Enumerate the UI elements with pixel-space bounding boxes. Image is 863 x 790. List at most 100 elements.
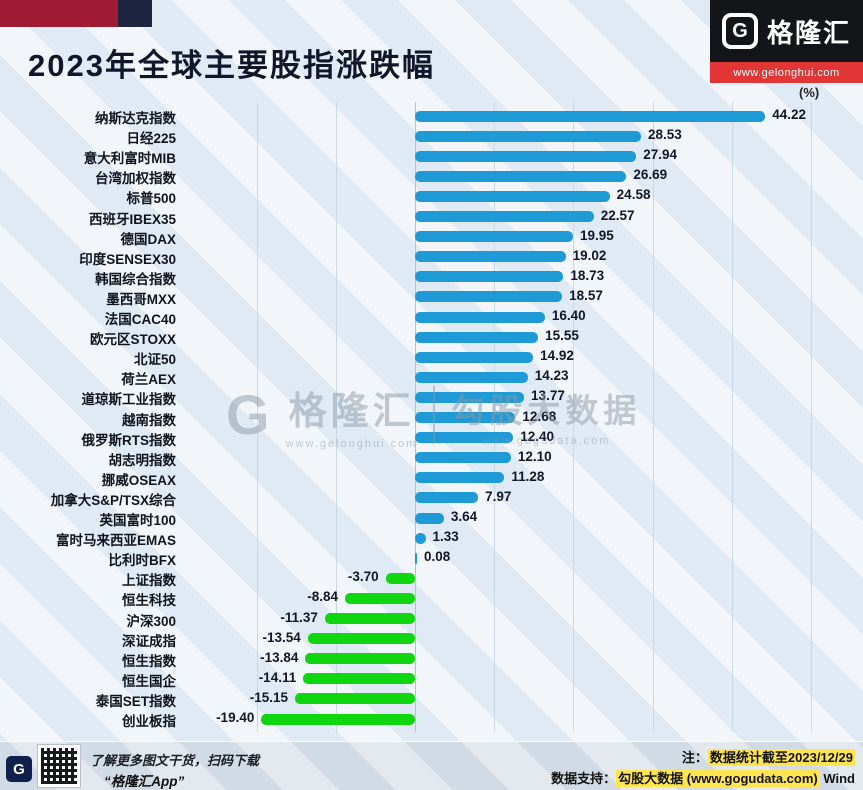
- gelonghui-logo-icon: G: [721, 13, 758, 49]
- bar: [415, 532, 426, 544]
- bar: [415, 211, 594, 222]
- bar: [261, 713, 415, 725]
- gridline: [811, 102, 812, 732]
- watermark-left-name: 格隆汇: [288, 391, 415, 433]
- bar: [415, 331, 539, 343]
- value-label: 44.22: [772, 107, 807, 122]
- value-label: -14.11: [258, 669, 297, 685]
- support-prefix: 数据支持：: [551, 771, 617, 786]
- value-label: -11.37: [280, 609, 318, 625]
- value-label: 12.68: [522, 408, 557, 424]
- category-label: 标普500: [126, 191, 176, 207]
- corner-decoration-red: [0, 0, 118, 27]
- category-label: 英国富时100: [99, 513, 176, 528]
- category-label: 越南指数: [122, 412, 176, 428]
- watermark-left: 格隆汇 www.gelonghui.com: [286, 380, 418, 450]
- bar: [415, 150, 637, 162]
- value-label: -13.84: [260, 649, 299, 665]
- bar: [415, 190, 610, 202]
- support-highlight: 勾股大数据 (www.gogudata.com): [616, 770, 820, 787]
- page-title: 2023年全球主要股指涨跌幅: [28, 48, 435, 83]
- bar-chart: 纳斯达克指数 44.22 日经225 28.53 意大利富时MIB 27.94 台湾加权指数…: [0, 100, 863, 748]
- value-label: 27.94: [643, 147, 678, 163]
- bar: [415, 391, 525, 403]
- category-label: 恒生指数: [122, 653, 176, 669]
- qr-code: [37, 744, 81, 788]
- category-label: 俄罗斯RTS指数: [81, 432, 177, 448]
- watermark: G 格隆汇 www.gelonghui.com 勾股大数据 www.goguda…: [226, 380, 641, 450]
- bar: [415, 170, 627, 182]
- bar: [415, 472, 505, 484]
- category-label: 德国DAX: [120, 231, 176, 247]
- corner-decoration-navy: [118, 0, 152, 27]
- category-label: 富时马来西亚EMAS: [55, 533, 176, 549]
- value-label: 28.53: [647, 127, 682, 143]
- value-label: 1.33: [432, 529, 459, 545]
- category-label: 胡志明指数: [108, 452, 177, 468]
- bar: [324, 613, 415, 624]
- watermark-right: 勾股大数据 www.gogudata.com: [451, 384, 641, 447]
- category-label: 上证指数: [122, 573, 176, 589]
- category-label: 西班牙IBEX35: [88, 211, 176, 227]
- value-label: -19.40: [216, 710, 255, 725]
- gridline: [652, 102, 654, 732]
- note-prefix: 注：: [681, 750, 708, 765]
- bar: [415, 291, 563, 303]
- bar: [415, 412, 516, 423]
- qr-caption: 了解更多图文干货，扫码下载: [90, 753, 260, 768]
- category-label: 墨西哥MXX: [106, 291, 176, 307]
- brand-url: www.gelonghui.com: [710, 62, 863, 83]
- value-label: 12.10: [517, 448, 552, 464]
- value-label: 26.69: [633, 167, 668, 183]
- category-label: 印度SENSEX30: [79, 251, 176, 267]
- category-label: 恒生科技: [122, 593, 176, 609]
- category-label: 纳斯达克指数: [95, 111, 176, 126]
- watermark-right-url: www.gogudata.com: [482, 434, 611, 447]
- note-highlight: 数据统计截至2023/12/29: [707, 749, 855, 766]
- gridline: [335, 102, 337, 732]
- value-label: -3.70: [347, 569, 379, 585]
- category-label: 韩国综合指数: [95, 271, 176, 287]
- category-label: 道琼斯工业指数: [81, 392, 177, 408]
- category-label: 北证50: [133, 352, 176, 368]
- value-label: 22.57: [600, 207, 635, 223]
- value-label: 18.57: [569, 287, 603, 303]
- value-label: -15.15: [249, 689, 288, 705]
- value-label: 14.92: [540, 348, 574, 364]
- gridline: [731, 102, 733, 732]
- value-label: 11.28: [511, 468, 545, 484]
- bar: [344, 592, 415, 604]
- value-label: 0.08: [424, 549, 451, 565]
- value-label: 12.40: [520, 428, 554, 444]
- value-label: 18.73: [570, 267, 605, 283]
- watermark-right-name: 勾股大数据: [451, 391, 642, 429]
- category-label: 台湾加权指数: [95, 171, 176, 187]
- bar: [415, 130, 641, 142]
- bar: [415, 452, 511, 464]
- category-label: 欧元区STOXX: [89, 332, 176, 348]
- category-label: 比利时BFX: [108, 553, 177, 569]
- bar: [415, 492, 479, 504]
- bar: [415, 231, 573, 243]
- value-label: -13.54: [262, 629, 301, 645]
- value-label: 3.64: [450, 509, 478, 524]
- unit-label: (%): [799, 85, 820, 100]
- category-label: 恒生国企: [122, 673, 176, 689]
- value-label: 16.40: [551, 308, 586, 323]
- bar: [295, 693, 415, 705]
- value-label: 13.77: [531, 388, 565, 404]
- watermark-left-url: www.gelonghui.com: [285, 438, 418, 450]
- category-label: 深证成指: [122, 633, 176, 649]
- category-label: 法国CAC40: [104, 312, 176, 327]
- bar: [415, 271, 564, 283]
- category-label: 泰国SET指数: [95, 693, 176, 709]
- brand-logo: G 格隆汇: [710, 0, 863, 62]
- category-label: 日经225: [126, 131, 176, 147]
- support-suffix: Wind: [819, 771, 855, 786]
- watermark-divider: [433, 386, 436, 444]
- bar: [415, 110, 766, 122]
- footer: G 了解更多图文干货，扫码下载 “格隆汇App” 注： 数据统计截至2023/12…: [0, 742, 863, 790]
- bar: [305, 653, 415, 665]
- value-label: 24.58: [616, 187, 651, 203]
